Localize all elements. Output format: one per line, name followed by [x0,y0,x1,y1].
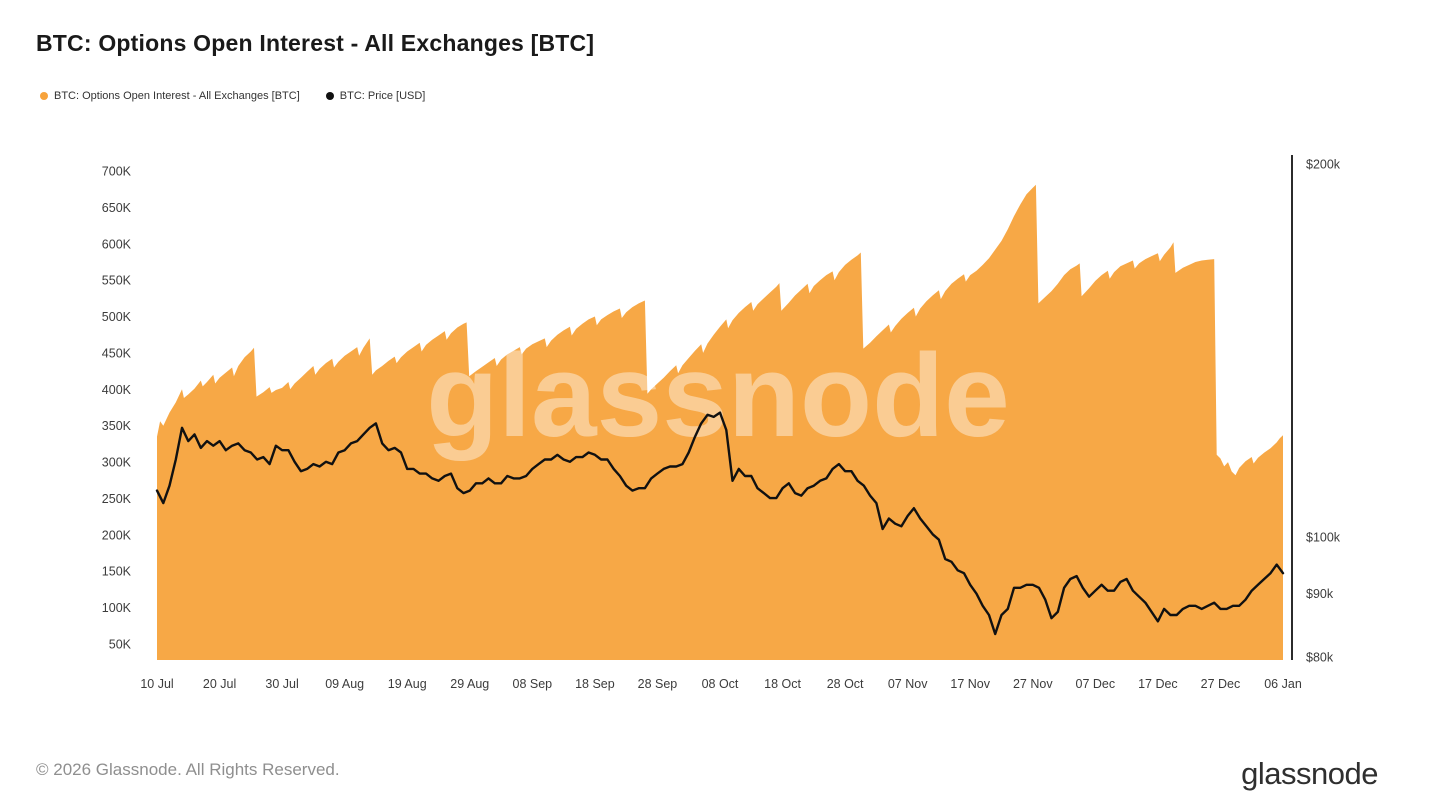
left-axis-tick-label: 550K [102,274,132,288]
x-axis-tick-label: 27 Nov [1013,677,1053,691]
x-axis-tick-label: 27 Dec [1201,677,1241,691]
left-axis-tick-label: 650K [102,201,132,215]
x-axis-tick-label: 06 Jan [1264,677,1302,691]
x-axis-tick-label: 28 Sep [638,677,678,691]
left-axis-tick-label: 150K [102,565,132,579]
legend-swatch-open-interest [40,92,48,100]
copyright-text: © 2026 Glassnode. All Rights Reserved. [36,760,340,779]
glassnode-logo: glassnode [1241,756,1378,791]
left-axis-tick-label: 300K [102,456,132,470]
left-axis-tick-label: 250K [102,492,132,506]
x-axis-tick-label: 10 Jul [140,677,173,691]
left-axis-tick-label: 100K [102,601,132,615]
x-axis-tick-label: 20 Jul [203,677,236,691]
chart-title: BTC: Options Open Interest - All Exchang… [36,30,595,56]
x-axis-tick-label: 17 Nov [950,677,990,691]
left-axis-tick-label: 200K [102,528,132,542]
left-axis-tick-label: 450K [102,346,132,360]
left-axis-tick-label: 50K [109,638,132,652]
legend-swatch-price [325,92,334,100]
right-axis-tick-label: $80k [1306,651,1334,665]
right-axis-tick-label: $90k [1306,587,1334,601]
x-axis-tick-label: 17 Dec [1138,677,1178,691]
x-axis-tick-label: 08 Sep [513,677,553,691]
x-axis-tick-label: 18 Oct [764,677,801,691]
x-axis-tick-label: 29 Aug [450,677,489,691]
open-interest-area-series [157,184,1283,661]
x-axis-tick-label: 18 Sep [575,677,615,691]
left-axis-tick-label: 400K [102,383,132,397]
x-axis-tick-label: 08 Oct [702,677,739,691]
right-axis-tick-label: $100k [1306,531,1341,545]
x-axis-tick-label: 07 Dec [1076,677,1116,691]
legend-label-price: BTC: Price [USD] [339,90,426,102]
x-axis-tick-label: 19 Aug [388,677,427,691]
x-axis-tick-label: 28 Oct [827,677,864,691]
glassnode-watermark: glassnode [426,330,1010,462]
x-axis-tick-label: 30 Jul [265,677,298,691]
right-axis-tick-label: $200k [1306,158,1341,172]
price-line-series [155,411,1285,636]
x-axis-tick-label: 09 Aug [325,677,364,691]
legend: BTC: Options Open Interest - All Exchang… [40,90,425,102]
x-axis-tick-label: 07 Nov [888,677,928,691]
legend-label-open-interest: BTC: Options Open Interest - All Exchang… [54,90,300,102]
left-axis-tick-label: 350K [102,419,132,433]
left-axis-tick-label: 600K [102,237,132,251]
legend-item-open-interest[interactable]: BTC: Options Open Interest - All Exchang… [40,90,300,102]
left-axis-tick-label: 700K [102,165,132,179]
legend-item-price[interactable]: BTC: Price [USD] [325,90,426,102]
left-axis-tick-label: 500K [102,310,132,324]
